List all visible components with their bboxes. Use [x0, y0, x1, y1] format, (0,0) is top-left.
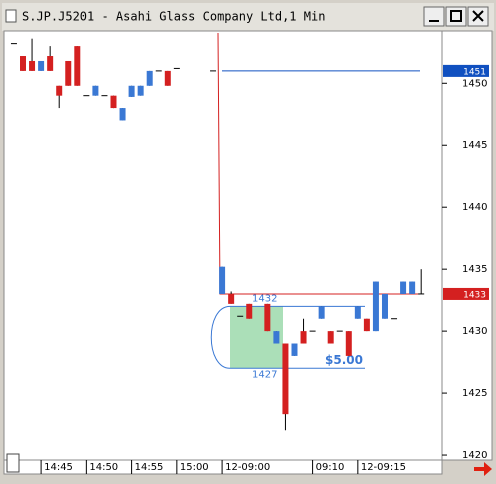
icon	[450, 10, 462, 22]
candle-body	[345, 331, 352, 356]
candle-body	[372, 281, 379, 332]
candle-body	[128, 85, 135, 97]
candle-body	[56, 85, 63, 96]
title-bar	[2, 3, 494, 31]
x-tick-label: 09:10	[316, 462, 345, 473]
candle-body	[219, 266, 226, 294]
y-tick-label: 1435	[462, 264, 487, 275]
y-tick-label: 1450	[462, 78, 487, 89]
plot-area	[3, 30, 443, 461]
candle-body	[164, 70, 171, 86]
candle-body	[300, 331, 307, 344]
x-tick-label: 12-09:15	[361, 462, 406, 473]
y-tick-label: 1420	[462, 450, 487, 461]
candle-body	[291, 343, 298, 356]
window-buttons[interactable]	[423, 6, 489, 27]
candle-body	[400, 281, 407, 294]
y-axis-panel	[441, 30, 493, 461]
candle-body	[228, 293, 235, 304]
y-tick-label: 1445	[462, 140, 487, 151]
candle-body	[92, 85, 99, 96]
window-title: S.JP.J5201 - Asahi Glass Company Ltd,1 M…	[22, 10, 325, 24]
candle-body	[318, 306, 325, 319]
scroll-arrow[interactable]	[474, 462, 492, 476]
price-tag-label: 1433	[463, 290, 486, 300]
candle-body	[381, 293, 388, 319]
x-axis-panel	[3, 459, 443, 475]
icon	[472, 10, 484, 22]
candle-body	[20, 56, 27, 71]
price-tag	[443, 287, 489, 300]
measure-outline	[210, 305, 365, 369]
x-tick-label: 14:45	[44, 462, 73, 473]
y-tick-label: 1440	[462, 202, 487, 213]
candle-body	[38, 60, 45, 71]
candle-body	[282, 343, 289, 415]
candle-body	[74, 46, 81, 86]
x-tick-label: 12-09:00	[225, 462, 270, 473]
minimize-button[interactable]	[423, 6, 445, 27]
candle-body	[354, 306, 361, 319]
candle-body	[119, 108, 126, 121]
candle-body	[29, 60, 36, 71]
candle-body	[327, 331, 334, 344]
candle-body	[246, 303, 253, 319]
candle-body	[409, 281, 416, 294]
candle-body	[110, 95, 117, 109]
candle-body	[273, 331, 280, 344]
y-tick-label: 1425	[462, 388, 487, 399]
y-tick-label: 1430	[462, 326, 487, 337]
measure-high-label: 1432	[252, 293, 277, 304]
x-tick-label: 15:00	[180, 462, 209, 473]
x-tick-label: 14:55	[135, 462, 164, 473]
corner-box[interactable]	[6, 453, 20, 473]
measure-label: $5.00	[325, 353, 363, 367]
candle-body	[137, 85, 144, 96]
price-tag	[443, 64, 489, 77]
candle-body	[264, 303, 271, 332]
app-icon	[5, 9, 17, 23]
price-tag-label: 1451	[463, 67, 486, 77]
measure-low-label: 1427	[252, 369, 277, 380]
candle-body	[65, 60, 72, 86]
candle-body	[363, 318, 370, 332]
maximize-button[interactable]	[445, 6, 467, 27]
candle-body	[146, 70, 153, 86]
x-tick-label: 14:50	[89, 462, 118, 473]
candle-body	[47, 56, 54, 71]
